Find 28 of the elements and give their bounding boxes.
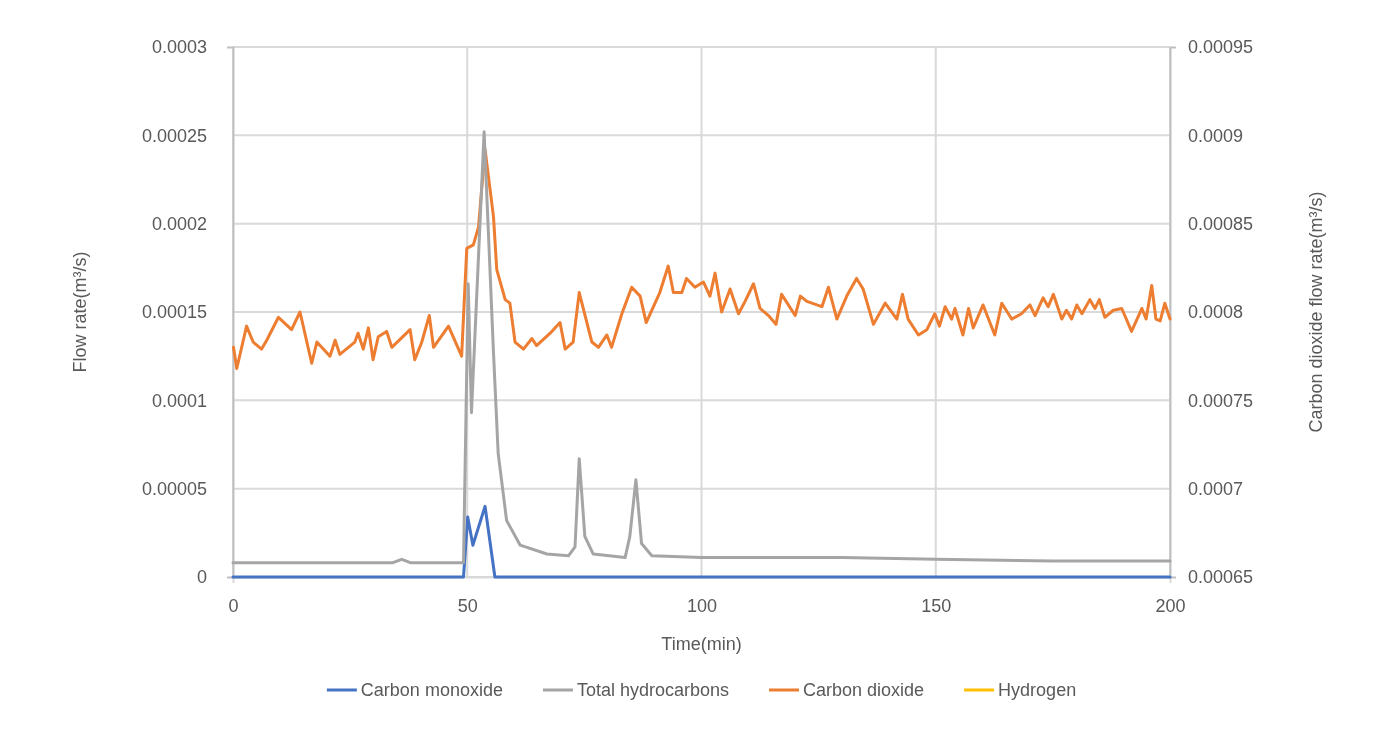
x-tick-label: 200	[1155, 595, 1186, 616]
legend-label: Carbon dioxide	[803, 680, 925, 700]
y2-axis-title: Carbon dioxide flow rate(m³/s)	[1306, 191, 1326, 433]
y-tick-label: 0	[196, 567, 207, 588]
y2-tick-label: 0.00075	[1188, 390, 1254, 411]
line-series	[231, 147, 1172, 371]
y-axis-title: Flow rate(m³/s)	[70, 251, 90, 373]
line-series	[231, 130, 1172, 565]
y2-tick-label: 0.00085	[1188, 213, 1254, 234]
y2-tick-label: 0.00065	[1188, 567, 1254, 588]
y-tick-label: 0.0003	[151, 37, 207, 58]
y-tick-label: 0.0002	[151, 213, 207, 234]
x-tick-label: 0	[228, 595, 239, 616]
y2-tick-label: 0.0007	[1188, 478, 1244, 499]
y2-tick-label: 0.0009	[1188, 125, 1244, 146]
legend-label: Total hydrocarbons	[576, 680, 730, 700]
x-tick-label: 150	[921, 595, 952, 616]
y-tick-label: 0.00025	[141, 125, 207, 146]
y-tick-label: 0.00005	[141, 478, 207, 499]
x-tick-label: 100	[686, 595, 718, 616]
x-axis-title: Time(min)	[661, 634, 742, 654]
y-tick-label: 0.0001	[151, 390, 207, 411]
y2-tick-label: 0.00095	[1188, 37, 1254, 58]
x-tick-label: 50	[457, 595, 478, 616]
legend-label: Hydrogen	[998, 680, 1077, 700]
legend-label: Carbon monoxide	[360, 680, 503, 700]
y-tick-label: 0.00015	[141, 302, 207, 323]
y2-tick-label: 0.0008	[1188, 302, 1244, 323]
